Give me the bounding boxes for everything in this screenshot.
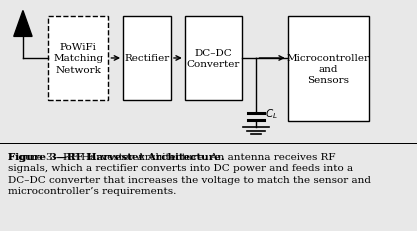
Text: Microcontroller
and
Sensors: Microcontroller and Sensors: [287, 54, 370, 85]
Text: PoWiFi
Matching
Network: PoWiFi Matching Network: [53, 43, 103, 74]
Bar: [185, 17, 242, 100]
Text: $C_L$: $C_L$: [265, 107, 278, 121]
Text: Rectifier: Rectifier: [124, 54, 170, 63]
Text: DC–DC
Converter: DC–DC Converter: [187, 49, 240, 69]
Text: Figure 3—RF Harvester Architecture. An antenna receives RF
signals, which a rect: Figure 3—RF Harvester Architecture. An a…: [8, 152, 371, 195]
Bar: [123, 17, 171, 100]
Bar: [288, 17, 369, 122]
Polygon shape: [14, 12, 32, 37]
Text: Figure 3—RF Harvester Architecture.: Figure 3—RF Harvester Architecture.: [8, 152, 225, 161]
Bar: [48, 17, 108, 100]
